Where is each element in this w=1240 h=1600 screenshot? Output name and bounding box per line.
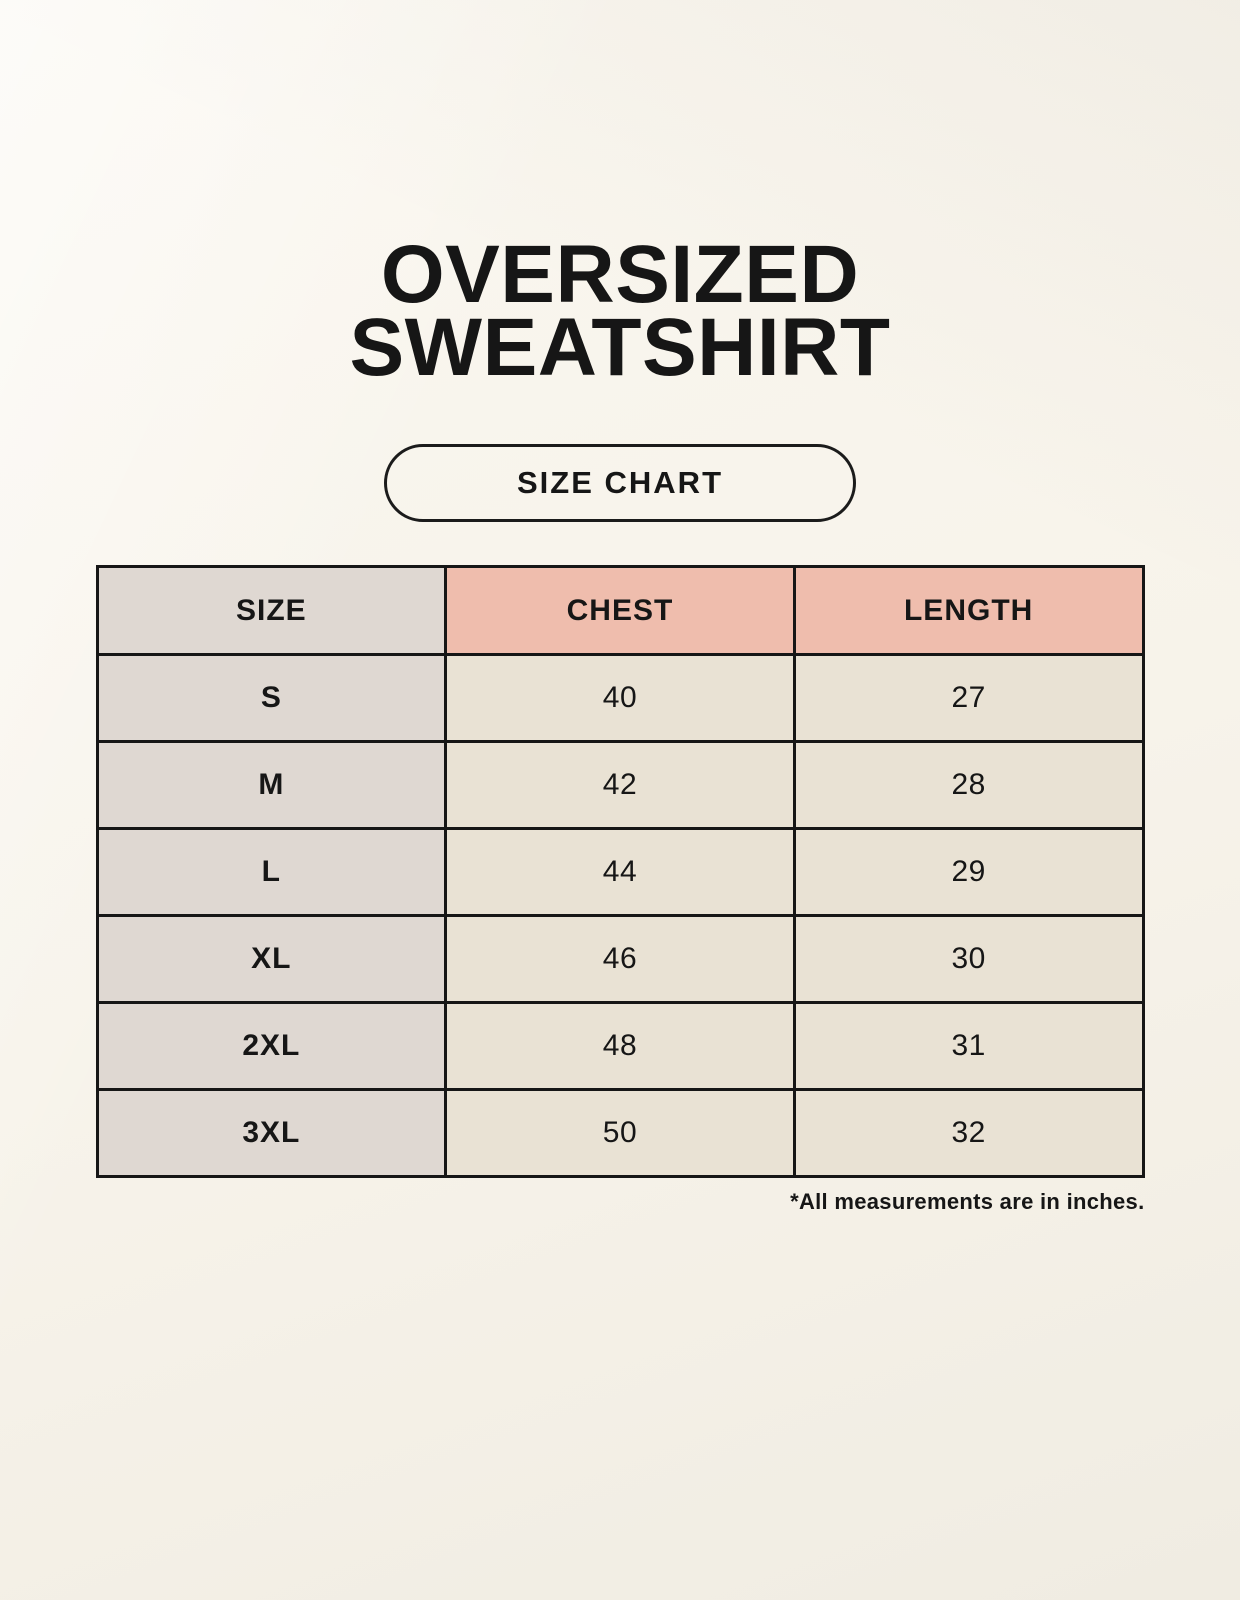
size-label: 3XL <box>95 1088 448 1178</box>
length-value: 31 <box>792 1001 1145 1091</box>
page-title-line-2: SWEATSHIRT <box>349 302 891 393</box>
table-row-3xl: 3XL 50 32 <box>95 1088 1145 1178</box>
size-label: L <box>95 827 448 917</box>
size-label: M <box>95 740 448 830</box>
column-header-size: SIZE <box>95 565 448 656</box>
measurements-footnote: *All measurements are in inches. <box>790 1189 1145 1214</box>
chest-value: 42 <box>444 740 796 830</box>
page-title: OVERSIZED SWEATSHIRT <box>0 0 1240 393</box>
size-label: S <box>95 653 448 743</box>
size-chart-badge[interactable]: SIZE CHART <box>384 444 856 522</box>
length-value: 28 <box>792 740 1145 830</box>
chest-value: 50 <box>444 1088 796 1178</box>
table-row-m: M 42 28 <box>95 740 1145 830</box>
table-row-s: S 40 27 <box>95 653 1145 743</box>
page-title-line-1: OVERSIZED <box>380 229 860 320</box>
column-header-length: LENGTH <box>792 565 1145 656</box>
table-row-2xl: 2XL 48 31 <box>95 1001 1145 1091</box>
size-chart-table: SIZE CHEST LENGTH S 40 27 M 42 28 L 44 2… <box>95 565 1145 1178</box>
table-row-l: L 44 29 <box>95 827 1145 917</box>
chest-value: 44 <box>444 827 796 917</box>
length-value: 32 <box>792 1088 1145 1178</box>
size-chart-badge-label: SIZE CHART <box>517 465 723 500</box>
chest-value: 40 <box>444 653 796 743</box>
chest-value: 46 <box>444 914 796 1004</box>
size-label: XL <box>95 914 448 1004</box>
chest-value: 48 <box>444 1001 796 1091</box>
length-value: 27 <box>792 653 1145 743</box>
length-value: 30 <box>792 914 1145 1004</box>
length-value: 29 <box>792 827 1145 917</box>
column-header-chest: CHEST <box>444 565 796 656</box>
table-row-xl: XL 46 30 <box>95 914 1145 1004</box>
size-label: 2XL <box>95 1001 448 1091</box>
table-header-row: SIZE CHEST LENGTH <box>95 565 1145 656</box>
